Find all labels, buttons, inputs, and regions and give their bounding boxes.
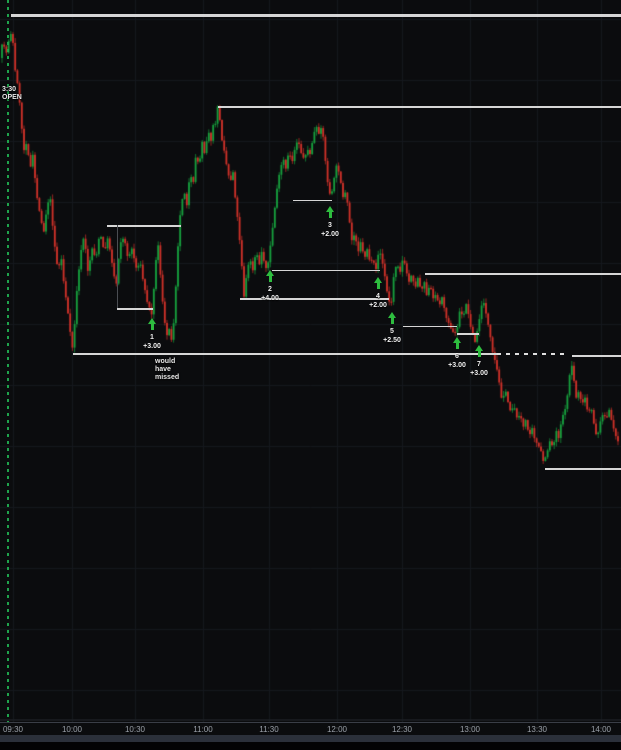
trade-number: 1 [150, 334, 154, 341]
open-marker-label: 3:30 OPEN [2, 86, 22, 102]
price-line[interactable] [572, 355, 621, 357]
price-line[interactable] [117, 308, 153, 310]
box-edge-line[interactable] [117, 225, 118, 308]
time-axis-label: 13:30 [526, 725, 548, 734]
buy-arrow-icon[interactable] [452, 337, 462, 349]
letterbox-strip [0, 742, 621, 750]
arrow-head [387, 312, 396, 318]
price-line[interactable] [107, 225, 181, 227]
arrow-stem [376, 283, 380, 289]
trade-number: 7 [477, 361, 481, 368]
arrow-stem [390, 318, 394, 324]
buy-arrow-icon[interactable] [373, 277, 383, 289]
would-have-missed-note: would have missed [155, 358, 179, 382]
trade-number: 2 [268, 286, 272, 293]
chart-pane[interactable] [0, 0, 621, 722]
trade-profit: +2.00 [369, 302, 387, 309]
price-line[interactable] [293, 200, 332, 201]
buy-arrow-icon[interactable] [387, 312, 397, 324]
trade-profit: +3.00 [470, 370, 488, 377]
buy-arrow-icon[interactable] [265, 270, 275, 282]
bottom-scrollbar[interactable] [0, 735, 621, 742]
trade-profit: +4.00 [261, 295, 279, 302]
time-axis-separator [0, 722, 621, 723]
trade-profit: +3.00 [448, 362, 466, 369]
time-axis-label: 14:00 [590, 725, 612, 734]
price-line-dashed[interactable] [497, 353, 569, 355]
price-line[interactable] [403, 326, 457, 327]
trade-profit: +2.00 [321, 231, 339, 238]
session-open-vline[interactable] [7, 0, 9, 722]
arrow-stem [477, 351, 481, 357]
trade-profit: +3.00 [143, 343, 161, 350]
note-line: have [155, 366, 171, 373]
price-line[interactable] [272, 270, 380, 271]
collapsed-pane-divider [0, 719, 621, 721]
note-line: missed [155, 374, 180, 381]
trade-number: 5 [390, 328, 394, 335]
buy-arrow-icon[interactable] [147, 318, 157, 330]
buy-arrow-icon[interactable] [325, 206, 335, 218]
arrow-head [452, 337, 461, 343]
price-line[interactable] [240, 298, 389, 300]
open-word: OPEN [2, 94, 22, 101]
time-axis-label: 10:30 [124, 725, 146, 734]
open-time: 3:30 [2, 86, 17, 93]
trade-profit: +2.50 [383, 337, 401, 344]
drawings-layer: 1 +3.00 2 +4.00 3 +2.00 4 +2.00 5 +2.50 6 +3.00 7 +3.… [11, 14, 621, 470]
arrow-stem [150, 324, 154, 330]
arrow-head [325, 206, 334, 212]
time-axis-label: 10:00 [61, 725, 83, 734]
trade-number: 3 [328, 222, 332, 229]
note-line: would [155, 358, 176, 365]
buy-arrow-icon[interactable] [474, 345, 484, 357]
price-line[interactable] [218, 106, 621, 108]
arrow-head [474, 345, 483, 351]
time-axis-label: 11:00 [193, 725, 213, 734]
time-axis-label: 12:00 [326, 725, 348, 734]
trade-number: 6 [455, 353, 459, 360]
price-line[interactable] [457, 333, 479, 335]
arrow-stem [455, 343, 459, 349]
arrow-head [373, 277, 382, 283]
arrow-stem [328, 212, 332, 218]
time-axis-label: 11:30 [259, 725, 279, 734]
arrow-stem [268, 276, 272, 282]
price-line[interactable] [73, 353, 497, 355]
trade-number: 4 [376, 293, 380, 300]
arrow-head [265, 270, 274, 276]
time-axis-label: 13:00 [459, 725, 481, 734]
arrow-head [147, 318, 156, 324]
time-axis-label: 09:30 [2, 725, 24, 734]
time-axis-label: 12:30 [391, 725, 413, 734]
price-line[interactable] [11, 14, 621, 17]
price-line[interactable] [425, 273, 621, 275]
price-line[interactable] [545, 468, 621, 470]
